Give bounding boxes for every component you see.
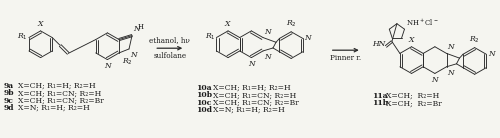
- Text: X=N; R₁=H; R₂=H: X=N; R₁=H; R₂=H: [18, 104, 90, 112]
- Text: N: N: [304, 34, 311, 43]
- Text: X=CH; R₁=H; R₂=H: X=CH; R₁=H; R₂=H: [18, 82, 96, 90]
- Text: 11a: 11a: [372, 92, 388, 100]
- Text: 11b: 11b: [372, 99, 388, 107]
- Text: 10d: 10d: [196, 106, 212, 114]
- Text: X=CH; R₁=H; R₂=H: X=CH; R₁=H; R₂=H: [213, 84, 290, 92]
- Text: N: N: [130, 51, 137, 59]
- Text: N: N: [264, 53, 270, 61]
- Text: 10a: 10a: [196, 84, 212, 92]
- Text: X: X: [38, 20, 44, 28]
- Text: R$_2$: R$_2$: [122, 57, 133, 67]
- Text: ethanol, hν: ethanol, hν: [150, 36, 190, 44]
- Text: N: N: [448, 69, 454, 77]
- Text: 9a: 9a: [4, 82, 14, 90]
- Text: N: N: [264, 28, 270, 36]
- Text: 10b: 10b: [196, 91, 212, 99]
- Text: X=N; R₁=H; R₂=H: X=N; R₁=H; R₂=H: [213, 106, 285, 114]
- Text: N: N: [248, 60, 254, 68]
- Text: X=CH; R₁=CN; R₂=Br: X=CH; R₁=CN; R₂=Br: [18, 97, 104, 105]
- Text: 9d: 9d: [4, 104, 14, 112]
- Text: N: N: [432, 76, 438, 84]
- Text: R$_2$: R$_2$: [286, 19, 296, 29]
- Text: 9b: 9b: [4, 89, 14, 97]
- Text: R$_1$: R$_1$: [204, 31, 216, 42]
- Text: N: N: [104, 62, 110, 70]
- Text: Pinner r.: Pinner r.: [330, 54, 362, 62]
- Text: X=CH; R₁=CN; R₂=H: X=CH; R₁=CN; R₂=H: [213, 91, 296, 99]
- Text: N: N: [134, 25, 140, 33]
- Text: X=CH;  R₂=H: X=CH; R₂=H: [386, 92, 439, 100]
- Text: 10c: 10c: [196, 99, 212, 107]
- Text: X=CH; R₁=CN; R₂=Br: X=CH; R₁=CN; R₂=Br: [213, 99, 299, 107]
- Text: X=CH; R₁=CN; R₂=H: X=CH; R₁=CN; R₂=H: [18, 89, 101, 97]
- Text: HN: HN: [372, 40, 385, 48]
- Text: sulfolane: sulfolane: [153, 52, 186, 60]
- Text: R$_2$: R$_2$: [469, 35, 480, 45]
- Text: NH$^+$Cl$^-$: NH$^+$Cl$^-$: [406, 18, 439, 28]
- Text: N: N: [448, 43, 454, 51]
- Text: X=CH;  R₂=Br: X=CH; R₂=Br: [386, 99, 442, 107]
- Text: 9c: 9c: [4, 97, 14, 105]
- Text: R$_1$: R$_1$: [16, 31, 28, 42]
- Text: H: H: [138, 23, 143, 31]
- Text: N: N: [488, 50, 494, 58]
- Text: X: X: [225, 20, 230, 28]
- Text: X: X: [408, 36, 414, 44]
